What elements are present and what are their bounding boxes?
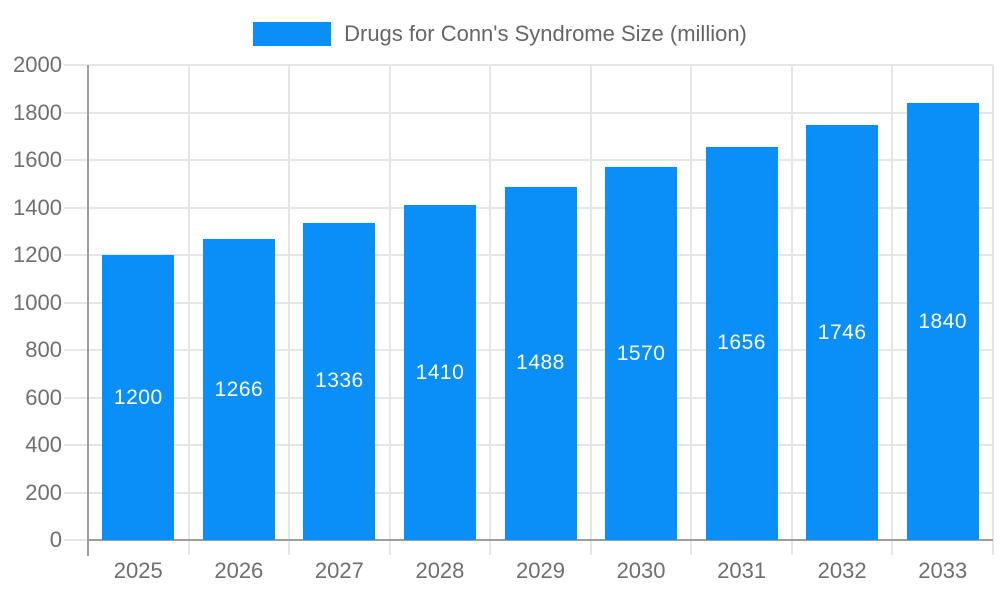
bar: 1410: [403, 205, 476, 540]
bar-value-label: 1410: [415, 360, 465, 384]
x-axis-line: [87, 539, 993, 541]
y-tick: [64, 539, 88, 541]
y-axis-tick-label: 600: [25, 384, 62, 410]
x-axis-tick-label: 2031: [717, 558, 767, 583]
bar-value-label: 1746: [817, 320, 867, 344]
bar-value-label: 1656: [717, 331, 766, 355]
bar-value-label: 1266: [214, 377, 264, 401]
bar: 1746: [806, 125, 879, 540]
v-gridline: [589, 65, 592, 555]
v-gridline: [388, 65, 391, 555]
h-gridline: [64, 64, 993, 66]
y-axis-tick-label: 2000: [13, 52, 62, 77]
bar-value-label: 1200: [113, 385, 163, 409]
y-axis-tick-label: 800: [25, 337, 62, 362]
bar: 1336: [303, 222, 376, 540]
bar: 1488: [504, 186, 577, 540]
x-axis-tick-label: 2032: [817, 558, 867, 583]
legend-item[interactable]: Drugs for Conn's Syndrome Size (million): [0, 21, 1000, 47]
y-axis-tick-label: 200: [25, 479, 62, 505]
x-axis-tick-label: 2030: [616, 558, 666, 583]
y-axis-tick-label: 400: [25, 432, 62, 457]
legend-swatch: [253, 22, 332, 46]
legend-label: Drugs for Conn's Syndrome Size (million): [344, 21, 747, 46]
x-axis-tick-label: 2025: [113, 558, 163, 583]
v-gridline: [891, 65, 894, 555]
v-gridline: [187, 65, 190, 555]
bar-value-label: 1488: [516, 351, 565, 375]
bar: 1656: [705, 146, 778, 540]
x-axis-tick-label: 2033: [918, 558, 968, 583]
y-axis-tick-label: 1400: [13, 194, 62, 220]
bar: 1200: [102, 255, 175, 540]
bar-value-label: 1570: [616, 341, 666, 365]
bar: 1840: [906, 103, 979, 540]
v-gridline: [992, 65, 994, 555]
x-axis-tick-label: 2026: [214, 558, 264, 583]
x-axis-tick-label: 2027: [314, 558, 364, 583]
bar: 1570: [605, 167, 678, 540]
v-gridline: [489, 65, 492, 555]
bar-value-label: 1840: [918, 309, 968, 333]
v-gridline: [288, 65, 291, 555]
y-axis-tick-label: 1000: [13, 289, 62, 315]
x-axis-tick-label: 2029: [516, 558, 565, 583]
x-axis-tick-label: 2028: [415, 558, 465, 583]
bar: 1266: [202, 239, 275, 540]
v-gridline: [690, 65, 693, 555]
y-axis-tick-label: 0: [49, 527, 62, 552]
bar-value-label: 1336: [315, 369, 364, 393]
h-gridline: [64, 111, 993, 114]
h-gridline: [64, 159, 993, 161]
y-axis-tick-label: 1800: [13, 99, 62, 125]
y-axis-line: [87, 65, 89, 556]
y-axis-tick-label: 1600: [13, 147, 62, 172]
v-gridline: [790, 65, 793, 555]
y-axis-tick-label: 1200: [13, 242, 62, 267]
